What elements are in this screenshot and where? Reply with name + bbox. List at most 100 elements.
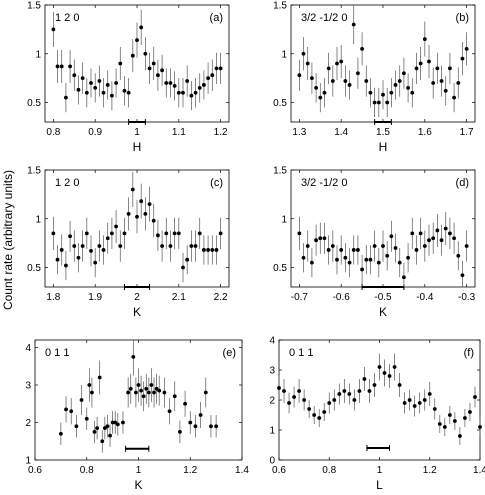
data-point [393,246,398,250]
data-point [448,66,452,71]
data-point [114,224,118,229]
data-point [305,61,310,66]
data-point [210,248,215,252]
data-point [147,202,152,207]
x-tick-label: 1.3 [292,127,306,138]
data-point [372,244,377,248]
data-point [136,383,141,387]
data-point [121,420,125,425]
data-point [351,248,356,252]
data-point [322,410,327,414]
data-point [397,260,402,265]
data-point [87,383,92,387]
data-point [105,236,110,241]
y-tick-label: 0.5 [27,263,41,274]
data-point [460,56,465,61]
x-tick-label: -0.4 [416,292,434,303]
data-point [64,95,68,100]
resolution-bar [374,119,392,125]
data-point [144,386,149,391]
reflection-label: 1 2 0 [55,12,79,24]
x-tick-label: 1.2 [214,127,228,138]
data-point [292,395,296,399]
data-point [397,383,402,387]
data-point [176,231,181,236]
data-point [143,51,148,56]
y-tick-label: 2 [269,396,275,407]
data-point [214,424,219,429]
data-point [68,64,72,69]
data-point [342,389,347,393]
data-point [89,81,93,85]
data-point [442,425,447,429]
data-point [463,416,467,420]
data-point [197,85,202,90]
y-tick-label: 1.5 [273,166,287,177]
data-point [410,90,415,95]
data-point [367,389,372,393]
data-point [206,248,210,252]
data-point [335,257,339,262]
data-point [326,248,331,252]
data-point [206,76,210,81]
data-point [131,354,136,359]
data-point [452,236,456,241]
data-point [193,90,198,95]
data-point [126,211,131,216]
data-point [141,394,146,399]
data-point [297,389,301,393]
data-point [339,59,344,64]
data-point [122,231,127,236]
data-point [114,81,118,85]
data-point [458,434,462,438]
data-point [297,231,302,236]
data-point [51,27,56,32]
data-point [464,244,469,248]
data-point [314,238,318,243]
x-tick-label: 1.4 [235,465,249,476]
data-point [210,73,215,78]
x-tick-label: 1 [134,127,140,138]
data-point [164,231,169,236]
data-point [84,416,89,421]
data-point [337,392,342,396]
data-point [203,390,208,395]
data-point [178,429,182,434]
y-tick-label: 0.5 [27,98,41,109]
data-point [360,267,364,272]
y-tick-label: 1.5 [273,1,287,12]
data-point [72,73,77,78]
data-point [89,249,93,253]
data-point [76,255,81,260]
x-tick-label: -0.7 [291,292,309,303]
data-point [301,255,306,260]
x-tick-label: 1 [377,465,383,476]
data-point [382,371,387,375]
panel-d: -0.7 -0.6 -0.5 -0.4 -0.3 0.5 1 1.5 K 3/2 -1/2 0 (d… [273,166,476,320]
data-point [422,398,427,402]
data-point [90,390,94,395]
data-point [332,398,337,402]
data-point [307,407,312,411]
y-tick-label: 1 [281,49,287,60]
data-point [437,422,442,426]
data-point [360,46,364,51]
data-point [135,38,139,42]
data-point [181,90,185,95]
data-point [389,234,394,239]
data-point [58,431,63,436]
data-point [118,61,123,66]
data-point [381,92,385,97]
x-tick-label: 1.2 [423,465,437,476]
data-point [189,93,194,98]
data-point [80,76,85,81]
x-tick-label: 2 [134,292,140,303]
data-point [427,59,431,64]
data-point [422,244,427,248]
data-point [301,51,306,56]
data-point [97,244,102,248]
data-point [118,244,123,248]
data-point [439,238,444,243]
x-tick-label: 1.9 [88,292,102,303]
